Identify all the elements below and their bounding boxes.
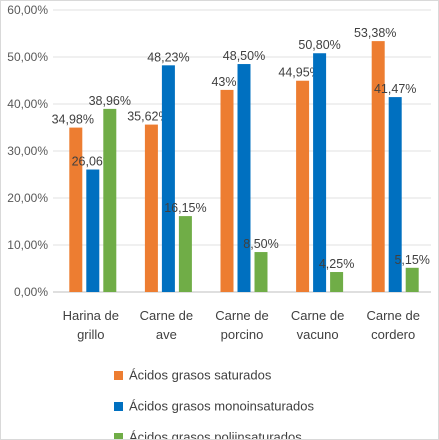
bar [371, 41, 385, 292]
x-tick-label: Harina de [63, 308, 119, 323]
legend-swatch [114, 402, 123, 411]
legend-swatch [114, 371, 123, 380]
data-label: 41,47% [374, 82, 416, 96]
data-label: 53,38% [354, 26, 396, 40]
bar [237, 64, 251, 292]
y-tick-label: 0,00% [14, 285, 48, 299]
bar [69, 127, 83, 293]
bar [330, 272, 344, 292]
x-tick-label: Carne de [366, 308, 419, 323]
data-label: 38,96% [89, 94, 131, 108]
bar [86, 169, 100, 292]
bar [161, 65, 175, 292]
bar [254, 252, 268, 292]
x-tick-label: Carne de [140, 308, 193, 323]
bar [144, 124, 158, 292]
y-tick-label: 60,00% [7, 3, 48, 17]
y-tick-label: 20,00% [7, 191, 48, 205]
bar [178, 216, 192, 292]
bar [103, 108, 117, 292]
x-tick-label: vacuno [297, 327, 339, 342]
bar [388, 97, 402, 292]
legend-swatch [114, 433, 123, 439]
legend-label: Ácidos grasos saturados [129, 368, 272, 383]
data-label: 48,23% [147, 50, 189, 64]
x-tick-label: grillo [77, 327, 104, 342]
y-tick-label: 30,00% [7, 144, 48, 158]
data-label: 4,25% [319, 257, 354, 271]
data-label: 16,15% [164, 201, 206, 215]
data-label: 43% [211, 75, 236, 89]
data-label: 8,50% [243, 237, 278, 251]
bar [296, 80, 310, 292]
bar [313, 53, 327, 292]
x-tick-label: porcino [221, 327, 264, 342]
y-tick-label: 40,00% [7, 97, 48, 111]
data-label: 48,50% [223, 49, 265, 63]
legend-label: Ácidos grasos monoinsaturados [129, 399, 314, 414]
x-tick-label: Carne de [215, 308, 268, 323]
data-label: 5,15% [394, 253, 429, 267]
x-tick-label: Carne de [291, 308, 344, 323]
bar [220, 89, 234, 293]
legend-label: Ácidos grasos poliinsaturados [129, 430, 302, 440]
data-label: 34,98% [52, 113, 94, 127]
data-label: 50,80% [298, 38, 340, 52]
data-label: 35,62% [127, 110, 169, 124]
x-tick-label: ave [156, 327, 177, 342]
bar [405, 267, 419, 292]
y-tick-label: 50,00% [7, 50, 48, 64]
x-tick-label: cordero [371, 327, 415, 342]
data-label: 44,95% [278, 66, 320, 80]
y-tick-label: 10,00% [7, 238, 48, 252]
